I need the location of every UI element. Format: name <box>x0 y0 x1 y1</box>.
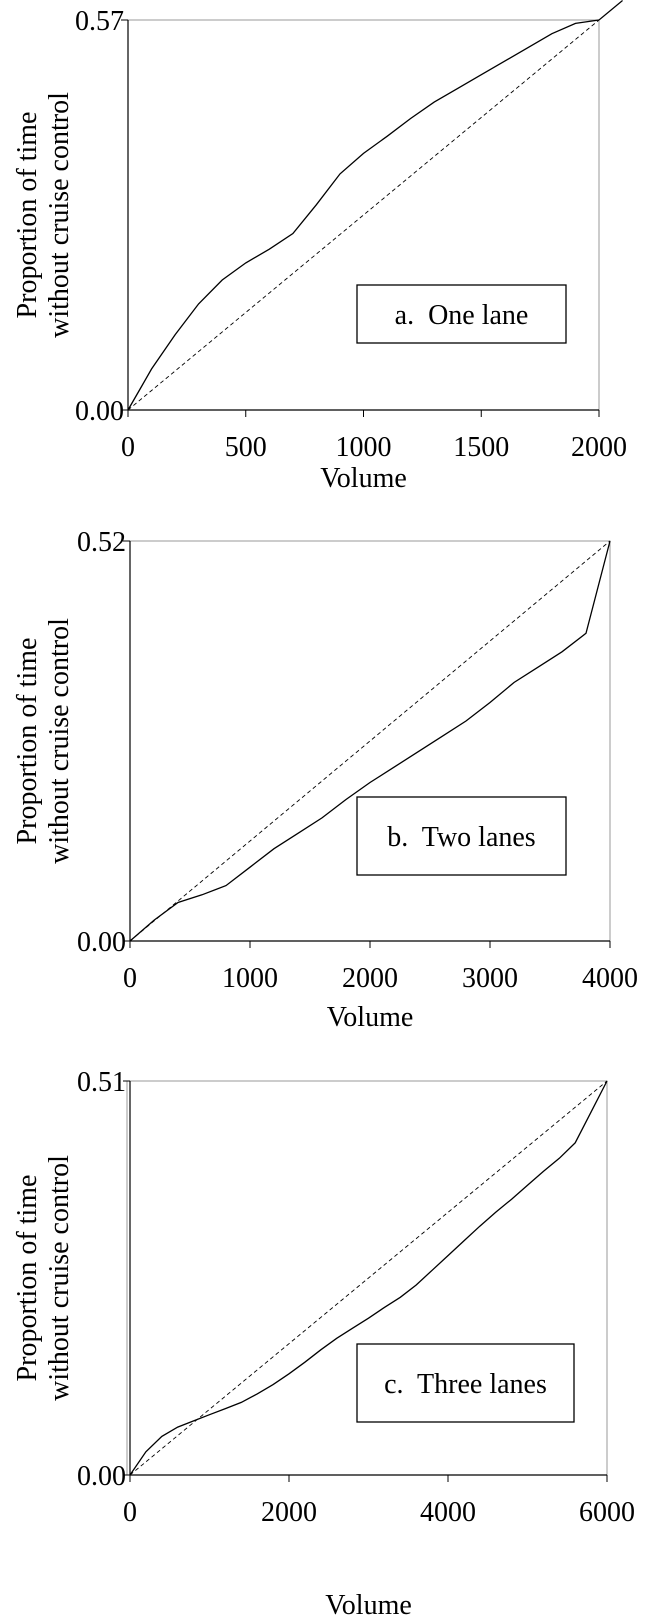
y-axis-label-line: Proportion of time <box>12 638 43 845</box>
y-axis-label-line: Proportion of time <box>12 1175 43 1382</box>
y-tick-label: 0.52 <box>77 527 126 558</box>
x-tick-label: 2000 <box>342 963 398 994</box>
annotation-box <box>356 284 567 344</box>
x-tick-label: 4000 <box>582 963 638 994</box>
x-axis-label: Volume <box>327 1002 414 1033</box>
chart-panel-2: 0 1000 2000 3000 4000 0.00 0.52 Volume Proportio… <box>12 527 638 1033</box>
y-tick-label: 0.00 <box>77 1461 126 1492</box>
y-tick-label: 0.00 <box>77 927 126 958</box>
annotation-box <box>356 1343 575 1423</box>
annotation-label: c. Three lanes <box>384 1369 547 1400</box>
x-tick-label: 3000 <box>462 963 518 994</box>
y-axis-label-line: without cruise control <box>44 1155 75 1401</box>
reference-diagonal-line <box>129 540 611 942</box>
x-tick-label: 2000 <box>261 1497 317 1528</box>
annotation-box <box>356 796 567 876</box>
y-tick-label: 0.51 <box>77 1067 126 1098</box>
y-axis-label-line: without cruise control <box>44 618 75 864</box>
x-axis-label: Volume <box>325 1590 412 1621</box>
x-tick-label: 1500 <box>453 432 509 463</box>
annotation-label: a. One lane <box>395 300 529 331</box>
x-tick-label: 6000 <box>579 1497 635 1528</box>
proportion-curve <box>129 540 611 942</box>
proportion-curve <box>127 19 600 411</box>
y-axis-label: Proportion of timewithout cruise control <box>12 618 75 864</box>
x-tick-label: 4000 <box>420 1497 476 1528</box>
chart-panel-3: 0 2000 4000 6000 0.00 0.51 Volume Proportion of… <box>12 1067 635 1621</box>
y-axis-label-line: Proportion of time <box>12 112 43 319</box>
reference-diagonal-line <box>129 1080 608 1476</box>
x-tick-label: 1000 <box>222 963 278 994</box>
reference-diagonal-line <box>127 19 600 411</box>
x-tick-label: 0 <box>123 1497 137 1528</box>
x-tick-label: 2000 <box>571 432 627 463</box>
y-axis-label-line: without cruise control <box>44 92 75 338</box>
chart-panel-1: 0 500 1000 1500 2000 0.00 0.57 Volume Proportion… <box>12 0 627 494</box>
y-axis-label: Proportion of timewithout cruise control <box>12 1155 75 1401</box>
y-axis-label: Proportion of timewithout cruise control <box>12 92 75 338</box>
proportion-curve <box>129 1080 608 1476</box>
y-tick-label: 0.00 <box>75 396 124 427</box>
extension-line <box>598 0 623 21</box>
x-tick-label: 0 <box>121 432 135 463</box>
x-tick-label: 1000 <box>336 432 392 463</box>
x-tick-label: 500 <box>225 432 267 463</box>
x-axis-label: Volume <box>320 463 407 494</box>
x-tick-label: 0 <box>123 963 137 994</box>
annotation-label: b. Two lanes <box>387 822 535 853</box>
y-tick-label: 0.57 <box>75 6 124 37</box>
